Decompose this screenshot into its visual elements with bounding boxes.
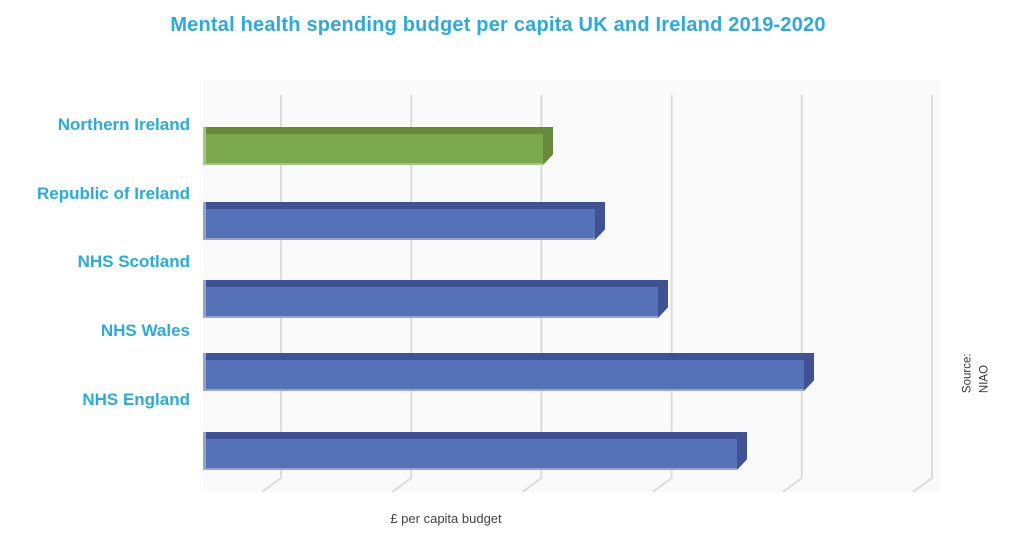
source-note-line1: Source:	[961, 353, 974, 393]
bar-republic-of-ireland	[203, 202, 605, 240]
gridline	[912, 95, 933, 492]
bar-left-edge	[203, 202, 206, 240]
chart-title: Mental health spending budget per capita…	[170, 14, 826, 36]
category-label-nhs-england: NHS England	[82, 390, 190, 409]
bar-left-edge	[203, 432, 206, 470]
gridline	[652, 95, 673, 492]
bar-left-edge	[203, 127, 206, 165]
bar-top-face	[206, 432, 737, 439]
category-label-nhs-scotland: NHS Scotland	[77, 252, 190, 271]
bar-nhs-england	[203, 432, 747, 470]
bar-end-cap	[658, 280, 668, 318]
bar-end-cap	[737, 432, 747, 470]
bar-nhs-scotland	[203, 280, 668, 318]
category-label-republic-of-ireland: Republic of Ireland	[36, 184, 190, 203]
bar-top-face	[206, 353, 804, 360]
bar-end-cap	[804, 353, 814, 391]
source-note-text: Source: NIAO	[960, 353, 995, 393]
bar-end-cap	[595, 202, 605, 240]
bar-left-edge	[203, 353, 206, 391]
bar-left-edge	[203, 280, 206, 318]
category-label-nhs-wales: NHS Wales	[100, 321, 190, 340]
bar-end-cap	[543, 127, 553, 165]
bar-top-face	[206, 127, 543, 134]
gridline	[782, 95, 803, 492]
plot-area	[203, 80, 940, 492]
source-note: Source: NIAO	[932, 328, 1022, 418]
bar-northern-ireland	[203, 127, 553, 165]
bar-top-face	[206, 280, 658, 287]
bar-nhs-wales	[203, 353, 814, 391]
x-axis-label: £ per capita budget	[390, 511, 502, 526]
bar-top-face	[206, 202, 595, 209]
source-note-line2: NIAO	[978, 364, 991, 393]
category-label-northern-ireland: Northern Ireland	[57, 115, 190, 134]
